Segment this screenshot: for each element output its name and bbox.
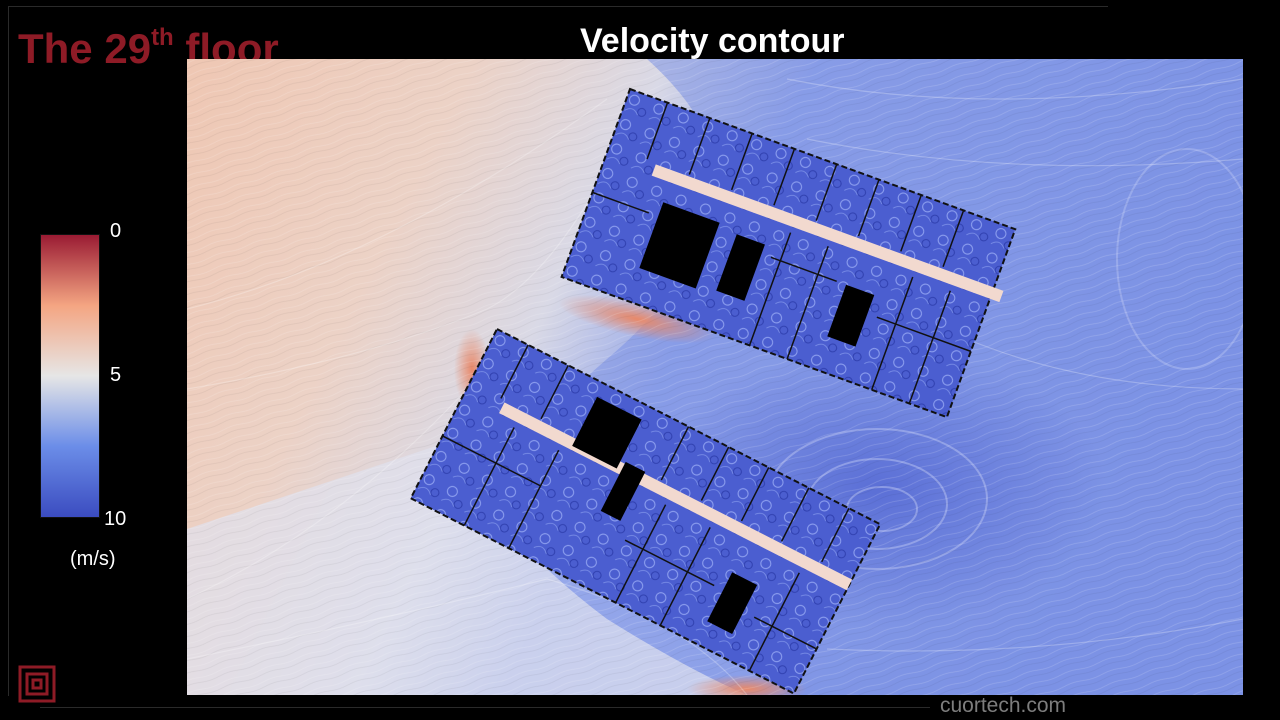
upper-building-corridor <box>651 164 1004 303</box>
lower-core-1 <box>572 396 642 469</box>
logo-mark <box>18 665 56 703</box>
velocity-contour-plot <box>187 59 1243 695</box>
legend-tick-mid: 5 <box>110 364 122 386</box>
streamlines <box>187 78 1243 695</box>
legend-unit-label: (m/s) <box>70 548 116 570</box>
legend-tick-max: 10 <box>104 508 127 530</box>
plot-title: Velocity contour <box>580 22 845 60</box>
frame-line-top <box>8 6 1108 7</box>
frame-line-bottom <box>40 707 930 708</box>
upper-core-1 <box>639 202 720 289</box>
lower-building <box>409 327 882 695</box>
company-logo <box>18 665 56 703</box>
watermark: cuortech.com <box>940 694 1067 717</box>
slide-title-prefix: The 29 <box>18 25 152 72</box>
upper-core-3 <box>827 284 875 347</box>
color-legend-bar <box>40 234 100 518</box>
frame-line-left <box>8 6 9 696</box>
lower-core-2 <box>600 461 646 521</box>
lower-core-3 <box>707 572 758 635</box>
legend-tick-min: 0 <box>110 220 122 242</box>
upper-building-floorplan <box>560 87 1017 419</box>
velocity-field-svg <box>187 59 1243 695</box>
upper-core-2 <box>716 234 765 301</box>
slide-title-superscript: th <box>151 24 174 51</box>
upper-building <box>560 87 1017 419</box>
